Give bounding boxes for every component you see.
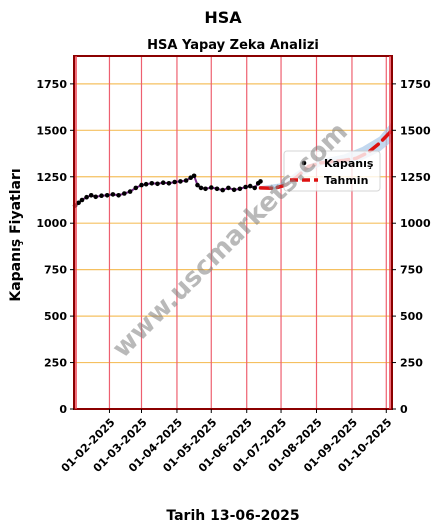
close-price-point: [93, 194, 98, 200]
grid: [74, 56, 392, 410]
y-tick-label-right: 500: [400, 310, 423, 323]
close-price-point: [231, 187, 237, 193]
close-price-point: [76, 200, 81, 206]
close-price-point: [166, 181, 172, 186]
plot-area: [74, 56, 392, 409]
y-axis-label: Kapanış Fiyatları: [8, 168, 24, 301]
close-price-point: [149, 181, 155, 186]
close-price-point: [214, 186, 220, 192]
close-price-point: [116, 193, 121, 198]
close-price-point: [99, 193, 104, 198]
y-tick-label: 750: [44, 264, 67, 277]
close-price-point: [110, 192, 116, 197]
close-price-point: [247, 183, 253, 189]
chart-suptitle: HSA: [204, 8, 242, 27]
close-price-point: [133, 185, 139, 191]
y-tick-label: 1250: [36, 171, 67, 184]
x-ticks: 01-02-202501-03-202501-04-202501-05-2025…: [59, 409, 394, 475]
close-price-point: [88, 193, 94, 198]
close-price-point: [198, 185, 204, 191]
close-price-point: [203, 186, 208, 192]
close-price-point: [188, 175, 193, 180]
close-price-point: [226, 185, 231, 191]
close-price-point: [258, 179, 263, 184]
legend-swatch-close: [301, 160, 307, 166]
y-tick-label-right: 1750: [400, 78, 431, 91]
close-price-point: [104, 193, 110, 198]
close-price-point: [252, 185, 257, 191]
close-price-point: [122, 191, 127, 196]
y-tick-label-right: 0: [400, 403, 408, 416]
plot-background: [74, 56, 392, 409]
y-tick-label: 250: [44, 357, 67, 370]
close-price-point: [155, 181, 160, 187]
y-ticks-left: 0 250 500 750 1000 1250 1500 1750: [36, 78, 74, 416]
x-tick-label: 01-02-2025: [59, 416, 118, 475]
chart-title: HSA Yapay Zeka Analizi: [147, 38, 319, 53]
y-tick-label: 1000: [36, 217, 67, 230]
y-tick-label: 1500: [36, 124, 67, 137]
close-price-point: [237, 186, 243, 192]
y-tick-label-right: 1250: [400, 171, 431, 184]
plot-border: [73, 55, 393, 410]
close-price-point: [243, 184, 248, 190]
y-tick-label-right: 250: [400, 357, 423, 370]
y-tick-label: 0: [59, 403, 67, 416]
close-price-point: [183, 178, 189, 183]
plot-frame: [73, 55, 393, 410]
legend: Kapanış Tahmin: [283, 150, 381, 192]
close-price-point: [79, 197, 85, 203]
close-price-point: [178, 179, 183, 184]
legend-label: Kapanış: [324, 157, 374, 170]
close-price-point: [191, 173, 197, 179]
close-price-point: [220, 187, 225, 193]
close-price-point: [84, 194, 89, 200]
x-axis-label: Tarih 13-06-2025: [166, 508, 299, 524]
close-price-point: [172, 179, 177, 185]
legend-label: Tahmin: [324, 174, 368, 187]
close-price-point: [143, 181, 149, 187]
y-tick-label: 1750: [36, 78, 67, 91]
close-price-point: [195, 182, 200, 188]
close-price-point: [160, 180, 166, 185]
y-tick-label-right: 750: [400, 264, 423, 277]
y-ticks-right: 0 250 500 750 1000 1250 1500 1750: [392, 78, 431, 416]
close-price-point: [139, 182, 144, 188]
y-tick-label: 500: [44, 310, 67, 323]
close-price-point: [127, 189, 133, 194]
y-tick-label-right: 1000: [400, 217, 431, 230]
close-price-point: [209, 185, 214, 190]
y-tick-label-right: 1500: [400, 124, 431, 137]
